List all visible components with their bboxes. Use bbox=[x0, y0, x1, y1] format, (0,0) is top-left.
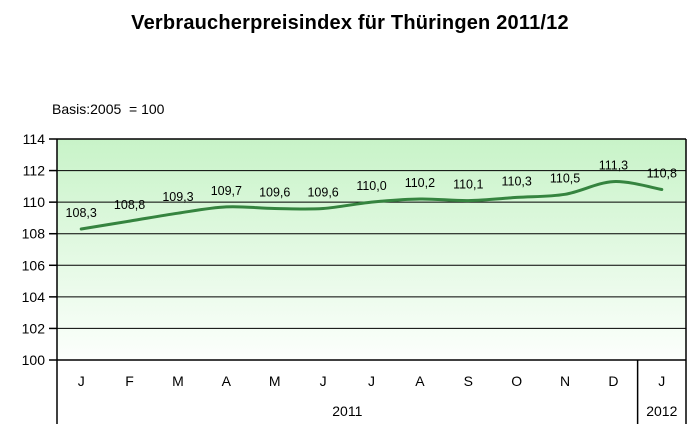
x-axis-label: J bbox=[78, 373, 85, 389]
x-axis-label: O bbox=[511, 373, 522, 389]
data-label: 110,5 bbox=[550, 171, 580, 185]
x-axis-label: D bbox=[608, 373, 618, 389]
data-label: 109,6 bbox=[259, 185, 290, 199]
y-axis-label: 108 bbox=[22, 226, 46, 242]
data-label: 109,3 bbox=[162, 190, 193, 204]
data-label: 110,2 bbox=[405, 176, 435, 190]
x-axis-label: A bbox=[415, 373, 425, 389]
x-axis-label: J bbox=[658, 373, 665, 389]
x-axis-label: J bbox=[320, 373, 327, 389]
year-label: 2011 bbox=[332, 403, 362, 419]
data-label: 111,3 bbox=[599, 159, 628, 173]
series-line bbox=[79, 180, 664, 231]
y-axis-label: 112 bbox=[23, 163, 46, 179]
chart-title: Verbraucherpreisindex für Thüringen 2011… bbox=[131, 12, 569, 34]
x-axis-label: F bbox=[125, 373, 134, 389]
data-label: 108,8 bbox=[114, 198, 145, 212]
y-axis-label: 104 bbox=[22, 289, 46, 305]
data-label: 110,3 bbox=[501, 174, 531, 188]
data-label: 110,8 bbox=[647, 167, 677, 181]
x-axis-label: M bbox=[172, 373, 184, 389]
y-axis-label: 102 bbox=[22, 320, 46, 336]
x-axis-label: A bbox=[222, 373, 232, 389]
x-axis-label: J bbox=[368, 373, 375, 389]
basis-note: Basis:2005 = 100 bbox=[52, 101, 165, 117]
y-axis-label: 106 bbox=[22, 257, 46, 273]
year-label: 2012 bbox=[646, 403, 677, 419]
y-axis-label: 100 bbox=[22, 352, 46, 368]
plot-area bbox=[57, 139, 686, 360]
data-label: 109,6 bbox=[307, 185, 338, 199]
data-label: 109,7 bbox=[211, 184, 242, 198]
x-axis-label: N bbox=[560, 373, 570, 389]
x-axis-label: S bbox=[464, 373, 473, 389]
data-label: 108,3 bbox=[66, 206, 97, 220]
y-axis-label: 114 bbox=[23, 131, 46, 147]
x-axis-label: M bbox=[269, 373, 281, 389]
y-axis-label: 110 bbox=[23, 194, 46, 210]
data-label: 110,0 bbox=[356, 179, 386, 193]
data-label: 110,1 bbox=[453, 178, 483, 192]
